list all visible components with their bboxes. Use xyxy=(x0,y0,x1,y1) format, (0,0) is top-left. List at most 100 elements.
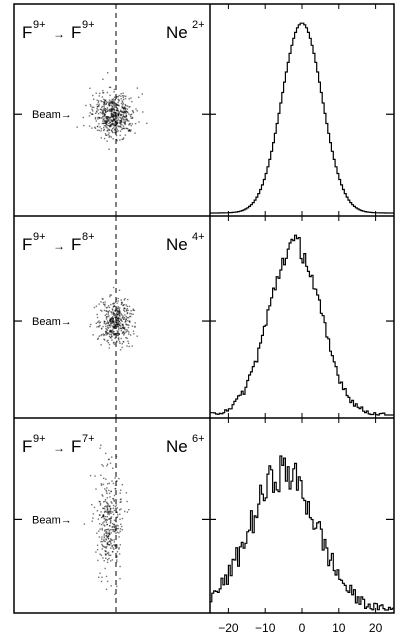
spot-dot xyxy=(103,535,105,537)
spot-dot xyxy=(107,72,109,74)
spot-dot xyxy=(101,543,103,546)
spot-dot xyxy=(129,122,131,125)
spot-dot xyxy=(112,99,114,102)
spot-dot xyxy=(129,315,131,318)
spot-dot xyxy=(105,316,108,319)
spot-dot xyxy=(116,511,118,514)
spot-dot xyxy=(96,313,98,316)
spot-dot xyxy=(114,524,116,527)
spot-dot xyxy=(96,544,99,546)
spot-dot xyxy=(113,499,115,501)
spot-dot xyxy=(105,557,107,559)
spot-dot xyxy=(116,321,118,324)
spot-dot xyxy=(121,104,124,106)
spot-dot xyxy=(96,107,98,110)
spot-dot xyxy=(114,309,117,312)
spot-dot xyxy=(94,475,96,477)
spot-dot xyxy=(105,134,107,136)
spot-dot xyxy=(97,518,100,520)
spot-dot xyxy=(102,325,104,328)
spot-dot xyxy=(102,545,104,548)
projectile-label: F xyxy=(22,235,32,254)
spot-dot xyxy=(134,132,136,134)
spot-dot xyxy=(127,326,130,329)
spot-dot xyxy=(113,117,115,119)
spot-dot xyxy=(106,507,109,510)
spot-dot xyxy=(112,122,114,124)
spot-dot xyxy=(108,321,110,324)
spot-dot xyxy=(121,529,123,531)
spot-dot xyxy=(114,113,116,115)
spot-dot xyxy=(123,116,125,118)
panel-1: F 9+→ F 9+ Ne 2+Beam→ xyxy=(14,4,394,216)
spot-dot xyxy=(98,500,100,503)
spot-dot xyxy=(129,130,132,132)
spot-dot xyxy=(114,125,116,127)
spot-dot xyxy=(122,118,125,120)
spot-dot xyxy=(110,560,112,562)
spot-dot xyxy=(91,504,93,506)
spot-distribution xyxy=(76,72,148,150)
spot-dot xyxy=(112,551,114,553)
spot-dot xyxy=(115,134,118,137)
spot-dot xyxy=(123,332,125,335)
spot-dot xyxy=(100,344,102,346)
spot-dot xyxy=(92,110,94,112)
outer-border xyxy=(13,3,395,614)
spot-dot xyxy=(95,551,97,553)
spot-dot xyxy=(127,130,130,132)
spot-dot xyxy=(126,312,129,315)
spot-dot xyxy=(118,311,120,313)
spot-dot xyxy=(124,329,126,331)
spot-dot xyxy=(107,551,110,554)
spot-dot xyxy=(104,314,106,317)
spot-dot xyxy=(122,96,124,99)
spot-dot xyxy=(108,512,110,514)
spot-dot xyxy=(102,78,104,80)
spot-dot xyxy=(121,332,124,335)
spot-dot xyxy=(116,316,118,318)
spot-dot xyxy=(108,136,110,138)
spot-dot xyxy=(102,514,104,516)
spot-dot xyxy=(107,324,109,327)
spot-dot xyxy=(136,335,138,337)
spot-dot xyxy=(114,301,117,303)
spot-dot xyxy=(102,118,105,121)
spot-dot xyxy=(118,111,120,113)
spot-dot xyxy=(115,532,117,534)
spot-dot xyxy=(105,510,107,513)
spot-dot xyxy=(119,518,121,520)
spot-dot xyxy=(117,130,119,132)
spot-dot xyxy=(112,302,115,305)
spot-dot xyxy=(107,483,109,485)
spot-dot xyxy=(129,315,132,318)
spot-dot xyxy=(115,104,117,106)
spot-dot xyxy=(104,506,106,508)
spot-dot xyxy=(126,108,129,110)
spot-dot xyxy=(106,506,108,509)
spot-dot xyxy=(115,123,117,125)
spot-dot xyxy=(111,129,113,131)
spot-dot xyxy=(121,517,124,520)
spot-dot xyxy=(107,326,109,328)
spot-dot xyxy=(119,528,122,530)
spot-dot xyxy=(120,328,123,330)
spot-dot xyxy=(125,315,127,318)
spot-dot xyxy=(125,492,128,494)
x-tick-label: −10 xyxy=(255,621,276,635)
spot-dot xyxy=(123,122,125,124)
spot-dot xyxy=(111,101,113,103)
spot-dot xyxy=(113,115,115,118)
spot-dot xyxy=(106,542,108,544)
spot-dot xyxy=(134,122,137,125)
spot-dot xyxy=(123,107,125,110)
spot-dot xyxy=(106,332,109,334)
panel-2: F 9+→ F 8+ Ne 4+Beam→ xyxy=(14,216,394,418)
spot-dot xyxy=(113,331,115,333)
spot-dot xyxy=(109,135,111,137)
spot-dot xyxy=(117,114,120,116)
product-label: F xyxy=(71,23,81,42)
spot-dot xyxy=(114,128,117,131)
spot-dot xyxy=(114,506,117,508)
spot-dot xyxy=(108,518,110,520)
